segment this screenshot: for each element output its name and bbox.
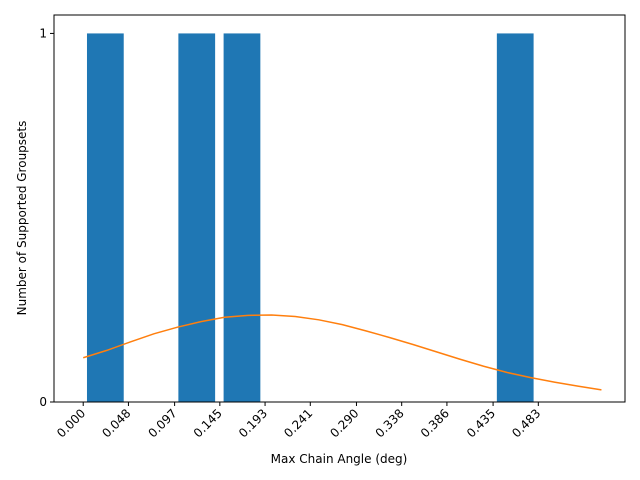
x-tick-label-4: 0.193 — [236, 406, 270, 440]
bar-1 — [178, 33, 216, 403]
bar-0 — [86, 33, 124, 403]
x-tick-label-8: 0.386 — [418, 406, 452, 440]
bars-layer — [86, 33, 534, 403]
x-tick-label-1: 0.048 — [99, 406, 133, 440]
x-tick-label-7: 0.338 — [373, 406, 407, 440]
density-curve — [82, 314, 602, 391]
curve-layer — [82, 314, 602, 391]
y-tick-label-1: 1 — [39, 26, 47, 40]
y-axis-label: Number of Supported Groupsets — [15, 121, 29, 316]
x-axis-label: Max Chain Angle (deg) — [271, 452, 408, 466]
plot-frame — [53, 14, 626, 403]
axes-layer — [53, 14, 626, 403]
x-tick-label-3: 0.145 — [191, 406, 225, 440]
x-tick-label-0: 0.000 — [54, 406, 88, 440]
x-tick-label-5: 0.241 — [281, 406, 315, 440]
x-tick-label-2: 0.097 — [146, 406, 180, 440]
x-tick-label-9: 0.435 — [464, 406, 498, 440]
x-tick-label-6: 0.290 — [327, 406, 361, 440]
bar-2 — [223, 33, 261, 403]
y-tick-label-0: 0 — [39, 395, 47, 409]
x-tick-label-10: 0.483 — [509, 406, 543, 440]
bar-3 — [496, 33, 534, 403]
